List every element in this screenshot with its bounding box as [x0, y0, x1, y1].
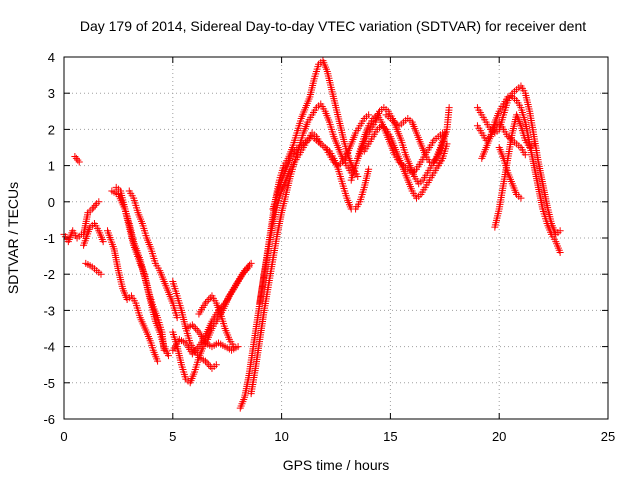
y-tick-label: -2: [43, 267, 55, 282]
series-track-1: [60, 227, 85, 246]
data-point: [75, 158, 83, 166]
series-track-12: [169, 259, 255, 358]
series-track-4: [80, 220, 107, 249]
series-track-18: [269, 111, 373, 213]
data-point-fill: [206, 294, 214, 302]
data-point: [365, 165, 373, 173]
series-track-15: [236, 57, 362, 412]
y-tick-label: -3: [43, 303, 55, 318]
data-point: [188, 350, 196, 358]
data-point: [154, 357, 162, 365]
data-point: [445, 104, 453, 112]
y-tick-label: 3: [48, 86, 55, 101]
data-point: [517, 194, 525, 202]
data-point: [71, 153, 79, 161]
data-point-fill: [91, 201, 99, 209]
data-point-fill: [190, 348, 198, 356]
plot-frame: [63, 56, 609, 420]
y-tick-label: 0: [48, 195, 55, 210]
data-point: [443, 140, 451, 148]
series-track-14: [195, 292, 238, 351]
x-axis-label: GPS time / hours: [283, 457, 390, 473]
x-tick-label: 25: [601, 429, 615, 444]
y-tick-label: 4: [48, 50, 55, 65]
data-point: [354, 172, 362, 180]
data-point-fill: [203, 297, 211, 305]
y-tick-label: 1: [48, 159, 55, 174]
series-track-22: [382, 104, 453, 166]
data-point: [99, 238, 107, 246]
x-tick-label: 0: [60, 429, 67, 444]
data-point: [88, 205, 96, 213]
data-point-fill: [219, 301, 227, 309]
data-point: [365, 111, 373, 119]
y-tick-label: -6: [43, 412, 55, 427]
series-track-28: [495, 144, 525, 202]
data-points: [60, 57, 564, 412]
data-point: [201, 299, 209, 307]
series-track-10: [169, 277, 220, 372]
data-point: [556, 248, 564, 256]
data-point-fill: [242, 265, 250, 273]
data-point: [173, 314, 181, 322]
data-point: [247, 259, 255, 267]
data-point-fill: [192, 325, 200, 332]
data-point-fill: [190, 323, 198, 331]
y-tick-label: -4: [43, 340, 55, 355]
series-track-2: [71, 153, 83, 166]
data-point: [164, 352, 172, 360]
data-point: [188, 321, 196, 329]
data-point-fill: [246, 261, 254, 269]
data-point-fill: [203, 359, 211, 367]
data-point-fill: [244, 263, 252, 271]
x-tick-label: 5: [169, 429, 176, 444]
series-track-20: [354, 104, 449, 188]
data-point: [95, 198, 103, 206]
x-tick-label: 10: [274, 429, 288, 444]
chart-title: Day 179 of 2014, Sidereal Day-to-day VTE…: [80, 18, 586, 34]
data-point: [556, 227, 564, 235]
data-point: [160, 346, 168, 354]
series-track-26: [478, 118, 529, 162]
y-tick-label: -1: [43, 231, 55, 246]
data-point-fill: [72, 154, 80, 162]
y-tick-label: 2: [48, 122, 55, 137]
x-tick-label: 20: [492, 429, 506, 444]
data-point-fill: [90, 203, 98, 211]
series-track-23: [434, 140, 451, 170]
data-point: [201, 357, 209, 365]
series-track-27: [491, 111, 538, 231]
data-point-fill: [74, 156, 82, 164]
y-axis-label: SDTVAR / TECUs: [5, 182, 21, 294]
data-point-fill: [193, 326, 201, 334]
series-track-16: [247, 100, 355, 398]
data-point: [521, 151, 529, 159]
data-point-fill: [192, 346, 200, 354]
data-point: [530, 140, 538, 148]
series-track-13: [182, 321, 242, 354]
data-point: [241, 267, 249, 275]
series-track-5: [82, 259, 105, 278]
x-tick-label: 15: [383, 429, 397, 444]
data-point-fill: [193, 344, 201, 352]
series-track-7: [104, 227, 162, 365]
data-point: [212, 361, 220, 369]
series-track-8: [112, 183, 168, 354]
data-point-fill: [205, 296, 213, 304]
y-tick-label: -5: [43, 376, 55, 391]
data-point: [230, 343, 238, 351]
series-track-9: [125, 187, 181, 322]
data-point-fill: [205, 361, 213, 369]
data-point: [97, 270, 105, 278]
